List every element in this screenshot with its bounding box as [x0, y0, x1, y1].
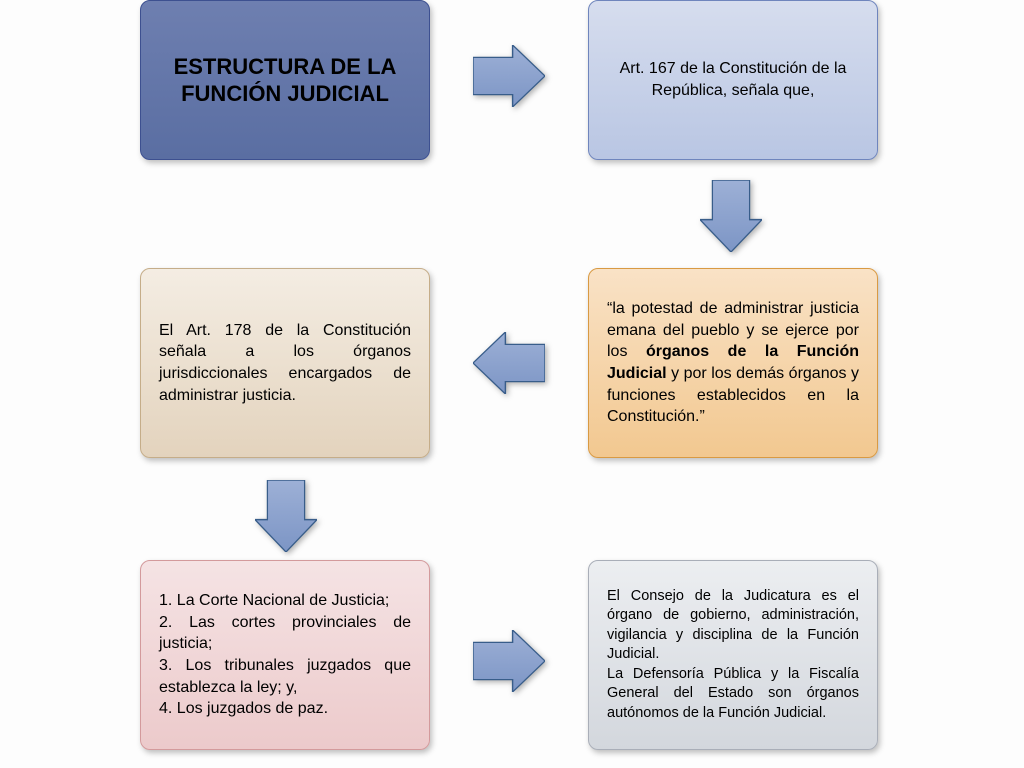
- box-council: El Consejo de la Judicatura es el órgano…: [588, 560, 878, 750]
- arrow-right-icon: [473, 45, 545, 107]
- box-text: 1. La Corte Nacional de Justicia;2. Las …: [159, 590, 411, 720]
- box-art167: Art. 167 de la Constitución de la Repúbl…: [588, 0, 878, 160]
- title-text: ESTRUCTURA DE LA FUNCIÓN JUDICIAL: [159, 53, 411, 108]
- arrow-down-icon: [700, 180, 762, 252]
- box-text: “la potestad de administrar justicia ema…: [607, 298, 859, 428]
- box-list: 1. La Corte Nacional de Justicia;2. Las …: [140, 560, 430, 750]
- box-quote: “la potestad de administrar justicia ema…: [588, 268, 878, 458]
- title-box: ESTRUCTURA DE LA FUNCIÓN JUDICIAL: [140, 0, 430, 160]
- box-text: Art. 167 de la Constitución de la Repúbl…: [607, 58, 859, 101]
- box-art178: El Art. 178 de la Constitución señala a …: [140, 268, 430, 458]
- arrow-down-icon: [255, 480, 317, 552]
- box-text: El Consejo de la Judicatura es el órgano…: [607, 587, 859, 724]
- box-text: El Art. 178 de la Constitución señala a …: [159, 320, 411, 406]
- arrow-right-icon: [473, 630, 545, 692]
- arrow-left-icon: [473, 332, 545, 394]
